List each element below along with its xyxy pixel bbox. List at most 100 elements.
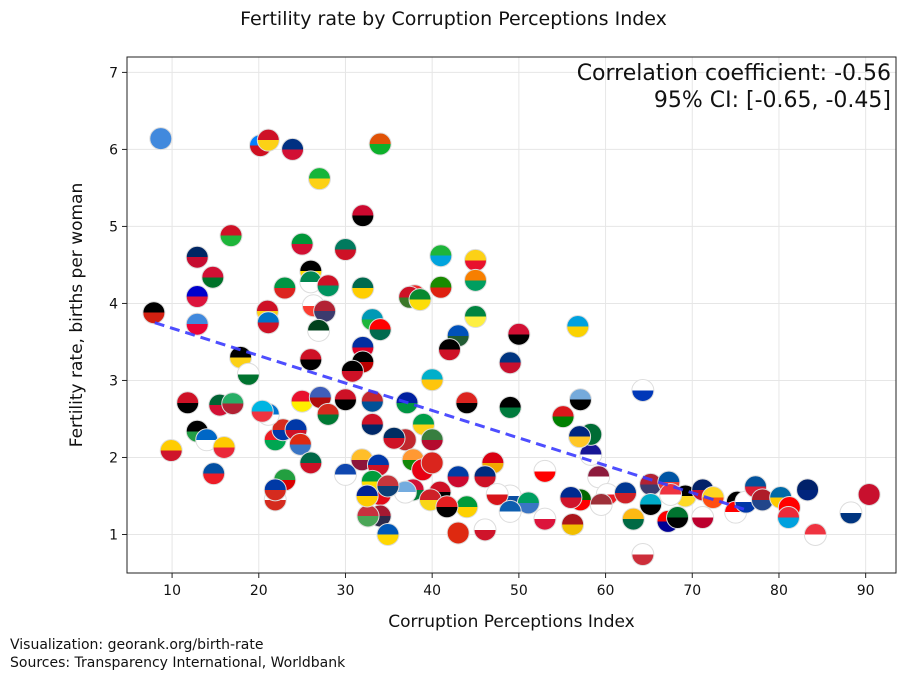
data-points (142, 127, 881, 567)
footer: Visualization: georank.org/birth-rate So… (10, 636, 345, 672)
flag-marker (464, 248, 488, 272)
x-tick-label: 60 (597, 583, 615, 599)
y-tick-label: 4 (109, 296, 118, 312)
flag-marker (288, 432, 312, 456)
flag-marker (691, 506, 715, 530)
flag-marker (507, 322, 531, 346)
y-tick-label: 3 (109, 373, 118, 389)
y-tick-label: 7 (109, 65, 118, 81)
flag-marker (559, 486, 583, 510)
flag-marker (368, 318, 392, 342)
flag-marker (839, 501, 863, 525)
x-tick-label: 30 (337, 583, 355, 599)
flag-marker (533, 507, 557, 531)
x-tick-label: 20 (250, 583, 268, 599)
flag-marker (290, 232, 314, 256)
flag-marker (202, 462, 226, 486)
flag-marker (498, 395, 522, 419)
flag-marker (333, 238, 357, 262)
chart-title: Fertility rate by Corruption Perceptions… (240, 8, 667, 30)
flag-marker (212, 435, 236, 459)
y-tick-label: 6 (109, 142, 118, 158)
flag-marker (446, 521, 470, 545)
x-tick-label: 90 (857, 583, 875, 599)
flag-marker (464, 305, 488, 329)
flag-marker (857, 482, 881, 506)
flag-marker (568, 388, 592, 412)
flag-marker (299, 451, 323, 475)
flag-marker (307, 167, 331, 191)
flag-marker (376, 474, 400, 498)
correlation-coefficient: Correlation coefficient: -0.56 (576, 61, 891, 86)
flag-marker (621, 507, 645, 531)
flag-marker (273, 276, 297, 300)
flag-marker (455, 495, 479, 519)
flag-marker (219, 224, 243, 248)
flag-marker (340, 359, 364, 383)
flag-marker (376, 522, 400, 546)
flag-marker (435, 495, 459, 519)
flag-marker (420, 451, 444, 475)
flag-marker (281, 137, 305, 161)
x-tick-label: 50 (510, 583, 528, 599)
x-tick-label: 40 (423, 583, 441, 599)
x-tick-label: 70 (683, 583, 701, 599)
flag-marker (333, 462, 357, 486)
flag-marker (307, 318, 331, 342)
flag-marker (666, 506, 690, 530)
flag-marker (142, 301, 166, 325)
flag-marker (561, 512, 585, 536)
flag-marker (159, 439, 183, 463)
flag-marker (368, 132, 392, 156)
flag-marker (533, 459, 557, 483)
flag-marker (316, 402, 340, 426)
flag-marker (360, 389, 384, 413)
flag-marker (333, 388, 357, 412)
x-tick-label: 10 (163, 583, 181, 599)
flag-marker (614, 481, 638, 505)
flag-marker (313, 299, 337, 323)
flag-marker (631, 543, 655, 567)
flag-marker (356, 504, 380, 528)
flag-marker (464, 268, 488, 292)
flag-marker (701, 486, 725, 510)
correlation-annotation: Correlation coefficient: -0.56 95% CI: [… (577, 60, 891, 114)
flag-marker (360, 412, 384, 436)
visualization-credit: Visualization: georank.org/birth-rate (10, 637, 264, 653)
flag-marker (185, 245, 209, 269)
flag-marker (382, 426, 406, 450)
flag-marker (420, 368, 444, 392)
y-tick-label: 1 (109, 527, 118, 543)
flag-marker (256, 311, 280, 335)
flag-marker (351, 276, 375, 300)
flag-marker (221, 392, 245, 416)
flag-marker (659, 482, 683, 506)
flag-marker (776, 506, 800, 530)
x-tick-label: 80 (770, 583, 788, 599)
flag-marker (803, 522, 827, 546)
flag-marker (485, 482, 509, 506)
flag-marker (446, 465, 470, 489)
sources-credit: Sources: Transparency International, Wor… (10, 655, 346, 671)
flag-marker (566, 315, 590, 339)
flag-marker (408, 288, 432, 312)
flag-marker (185, 285, 209, 309)
confidence-interval: 95% CI: [-0.65, -0.45] (653, 88, 891, 113)
flag-marker (236, 362, 260, 386)
y-tick-label: 5 (109, 219, 118, 235)
flag-marker (351, 204, 375, 228)
flag-marker (420, 428, 444, 452)
flag-marker (149, 127, 173, 151)
flag-marker (438, 338, 462, 362)
flag-marker (263, 478, 287, 502)
flag-marker (498, 351, 522, 375)
flag-marker (355, 484, 379, 508)
flag-marker (551, 405, 575, 429)
flag-marker (631, 378, 655, 402)
flag-marker (250, 399, 274, 423)
flag-marker (568, 425, 592, 449)
flag-marker (796, 478, 820, 502)
flag-marker (498, 499, 522, 523)
flag-marker (639, 492, 663, 516)
